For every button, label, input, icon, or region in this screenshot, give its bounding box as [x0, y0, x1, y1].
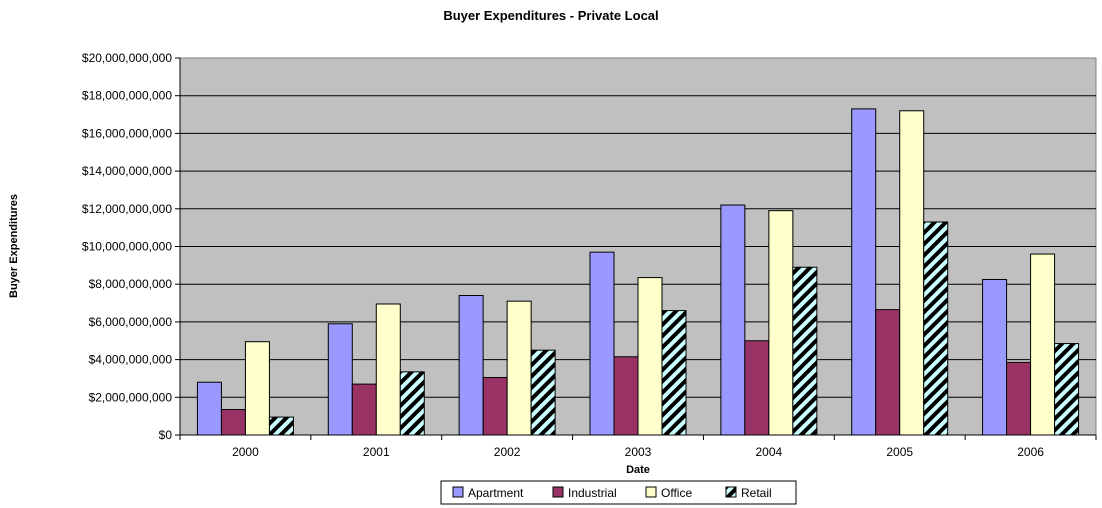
bar-apartment-2001 [327, 323, 353, 436]
y-axis-title: Buyer Expenditures [8, 194, 20, 298]
bar-apartment-2003 [589, 251, 615, 436]
bar-industrial-2000 [220, 409, 246, 436]
y-tick-label: $20,000,000,000 [82, 51, 172, 65]
bar-industrial-2006 [1006, 361, 1032, 436]
x-tick-label: 2004 [756, 445, 783, 459]
legend-label-office: Office [661, 486, 692, 500]
bar-office-2000 [244, 341, 270, 436]
x-tick-label: 2005 [886, 445, 913, 459]
y-tick-label: $16,000,000,000 [82, 126, 172, 140]
legend: Apartment Industrial Office Retail [440, 480, 797, 505]
y-tick-label: $8,000,000,000 [89, 277, 173, 291]
x-tick-label: 2006 [1017, 445, 1044, 459]
x-tick-label: 2002 [494, 445, 521, 459]
x-axis-title: Date [626, 464, 650, 476]
bar-industrial-2004 [744, 340, 770, 436]
bars [196, 108, 1080, 436]
legend-swatch-retail [725, 486, 737, 498]
x-tick-label: 2000 [232, 445, 259, 459]
y-axis-ticks: $0 $2,000,000,000 $4,000,000,000 $6,000,000… [82, 51, 180, 442]
bar-apartment-2004 [720, 204, 746, 436]
bar-retail-2001 [399, 371, 425, 436]
bar-apartment-2002 [458, 295, 484, 436]
bar-office-2003 [637, 277, 663, 436]
bar-retail-2000 [268, 416, 294, 436]
legend-label-retail: Retail [741, 486, 772, 500]
y-tick-label: $4,000,000,000 [89, 353, 173, 367]
legend-swatch-industrial [552, 486, 564, 498]
bar-retail-2006 [1054, 343, 1080, 436]
bar-retail-2004 [792, 266, 818, 436]
y-tick-label: $14,000,000,000 [82, 164, 172, 178]
y-tick-label: $2,000,000,000 [89, 390, 173, 404]
x-axis-ticks: 2000 2001 2002 2003 2004 2005 2006 [179, 435, 1097, 459]
x-tick-label: 2003 [625, 445, 652, 459]
legend-swatch-apartment [452, 486, 464, 498]
bar-apartment-2006 [982, 278, 1008, 436]
y-tick-label: $10,000,000,000 [82, 240, 172, 254]
bar-office-2005 [899, 110, 925, 436]
chart-title: Buyer Expenditures - Private Local [443, 8, 658, 23]
y-tick-label: $6,000,000,000 [89, 315, 173, 329]
bar-industrial-2005 [875, 309, 901, 436]
bar-apartment-2000 [196, 381, 222, 436]
bar-apartment-2005 [851, 108, 877, 436]
y-tick-label: $12,000,000,000 [82, 202, 172, 216]
bar-retail-2005 [923, 221, 949, 436]
bar-retail-2002 [530, 349, 556, 436]
bar-office-2006 [1030, 253, 1056, 436]
legend-swatch-office [645, 486, 657, 498]
bar-industrial-2002 [482, 377, 508, 436]
x-tick-label: 2001 [363, 445, 390, 459]
bar-office-2004 [768, 210, 794, 436]
legend-label-apartment: Apartment [468, 486, 524, 500]
bar-office-2002 [506, 300, 532, 436]
bar-industrial-2001 [351, 383, 377, 436]
y-tick-label: $18,000,000,000 [82, 89, 172, 103]
bar-retail-2003 [661, 310, 687, 436]
legend-label-industrial: Industrial [568, 486, 617, 500]
legend-box [440, 480, 797, 505]
y-tick-label: $0 [159, 428, 173, 442]
bar-office-2001 [375, 303, 401, 436]
bar-industrial-2003 [613, 356, 639, 436]
